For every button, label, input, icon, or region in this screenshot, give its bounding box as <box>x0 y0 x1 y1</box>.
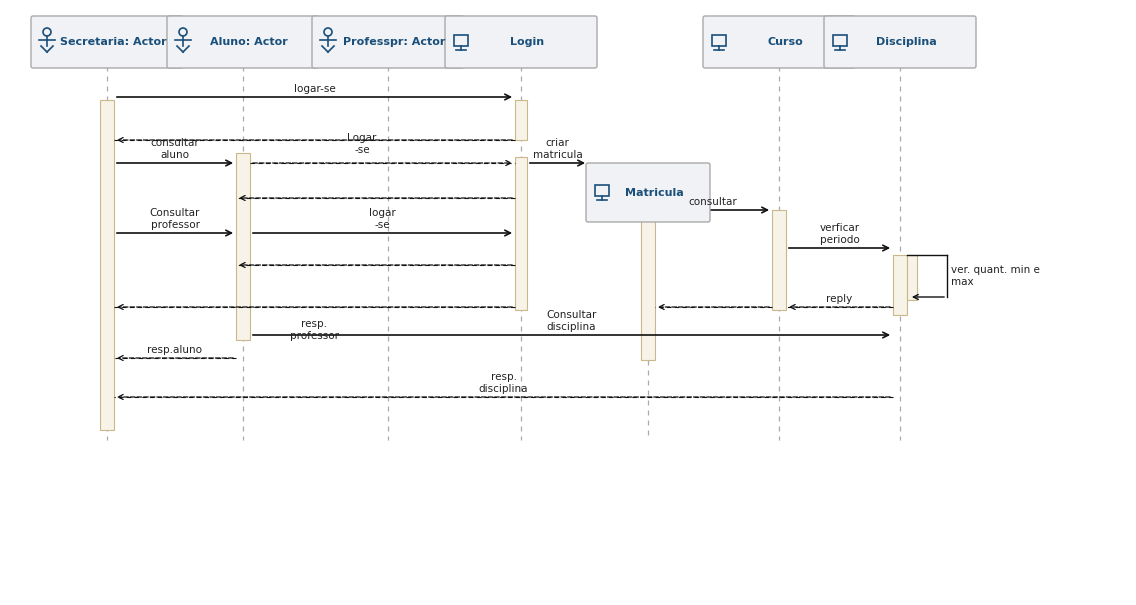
Text: Curso: Curso <box>767 37 803 47</box>
Text: logar-se: logar-se <box>293 84 335 94</box>
Text: verficar
periodo: verficar periodo <box>819 223 860 245</box>
Text: resp.
professor: resp. professor <box>290 319 339 341</box>
Bar <box>454 34 468 45</box>
Text: Professpr: Actor: Professpr: Actor <box>343 37 445 47</box>
Text: ver. quant. min e
max: ver. quant. min e max <box>951 265 1039 287</box>
Bar <box>893 255 907 315</box>
Text: Disciplina: Disciplina <box>876 37 936 47</box>
Text: Login: Login <box>510 37 544 47</box>
Text: resp.aluno: resp.aluno <box>148 345 202 355</box>
FancyBboxPatch shape <box>167 16 319 68</box>
Bar <box>712 34 726 45</box>
Bar <box>236 153 250 340</box>
Text: Aluno: Actor: Aluno: Actor <box>210 37 287 47</box>
Bar <box>833 34 847 45</box>
FancyBboxPatch shape <box>586 163 710 222</box>
FancyBboxPatch shape <box>312 16 463 68</box>
Text: logar
-se: logar -se <box>369 208 395 230</box>
Bar <box>515 157 527 310</box>
FancyBboxPatch shape <box>445 16 598 68</box>
Text: resp.
disciplina: resp. disciplina <box>478 373 528 394</box>
Text: reply: reply <box>826 294 853 304</box>
Bar <box>641 220 655 360</box>
Bar <box>595 185 609 196</box>
Text: criar
matricula: criar matricula <box>533 139 583 160</box>
Text: Consultar
professor: Consultar professor <box>150 208 200 230</box>
Bar <box>515 100 527 140</box>
Text: consultar
aluno: consultar aluno <box>151 139 200 160</box>
FancyBboxPatch shape <box>703 16 855 68</box>
Bar <box>907 255 917 300</box>
Bar <box>772 210 786 310</box>
Bar <box>100 100 114 430</box>
FancyBboxPatch shape <box>31 16 183 68</box>
Text: consultar: consultar <box>688 197 737 207</box>
Text: Matricula: Matricula <box>625 188 684 197</box>
Text: Consultar
disciplina: Consultar disciplina <box>546 310 596 332</box>
Text: Logar
-se: Logar -se <box>348 133 377 155</box>
Text: Secretaria: Actor: Secretaria: Actor <box>60 37 166 47</box>
FancyBboxPatch shape <box>824 16 976 68</box>
